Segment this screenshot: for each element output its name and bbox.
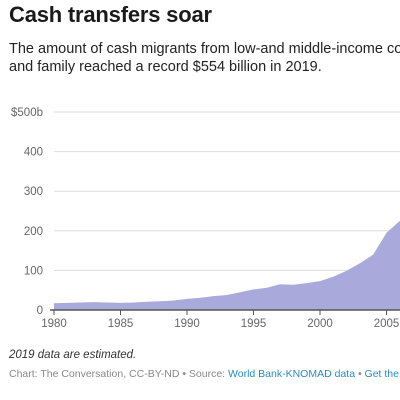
y-tick-label: 100 xyxy=(24,265,43,277)
y-tick-label: $500b xyxy=(11,107,43,119)
gridlines xyxy=(54,111,400,271)
get-data-link[interactable]: Get the da xyxy=(364,368,400,380)
area-series xyxy=(54,220,400,310)
chart-credit: Chart: The Conversation, CC-BY-ND • Sour… xyxy=(9,368,400,380)
subtitle-line-1: The amount of cash migrants from low-and… xyxy=(9,41,400,57)
area-chart: 0 100 200 300 400 $500b 1980 1985 1990 1995 2000 2… xyxy=(11,107,400,330)
y-tick-label: 400 xyxy=(24,147,43,159)
x-axis-ticks: 1980 1985 1990 1995 2000 2005 xyxy=(41,310,399,330)
credit-separator: • xyxy=(355,368,365,380)
x-tick-label: 1990 xyxy=(174,318,200,330)
subtitle: The amount of cash migrants from low-and… xyxy=(9,40,400,76)
x-tick-label: 2000 xyxy=(307,318,333,330)
page-title: Cash transfers soar xyxy=(9,2,212,27)
y-tick-label: 0 xyxy=(37,305,43,317)
footnote: 2019 data are estimated. xyxy=(9,349,137,361)
subtitle-line-2: and family reached a record $554 billion… xyxy=(9,59,322,75)
x-tick-label: 2005 xyxy=(374,318,400,330)
x-tick-label: 1995 xyxy=(241,318,267,330)
y-tick-label: 200 xyxy=(24,226,43,238)
credit-prefix: Chart: The Conversation, CC-BY-ND • Sour… xyxy=(9,368,229,380)
y-tick-label: 300 xyxy=(24,186,43,198)
x-tick-label: 1980 xyxy=(41,318,67,330)
source-link[interactable]: World Bank-KNOMAD data xyxy=(228,368,356,380)
x-tick-label: 1985 xyxy=(108,318,134,330)
y-axis-ticks: 0 100 200 300 400 $500b xyxy=(11,107,43,317)
